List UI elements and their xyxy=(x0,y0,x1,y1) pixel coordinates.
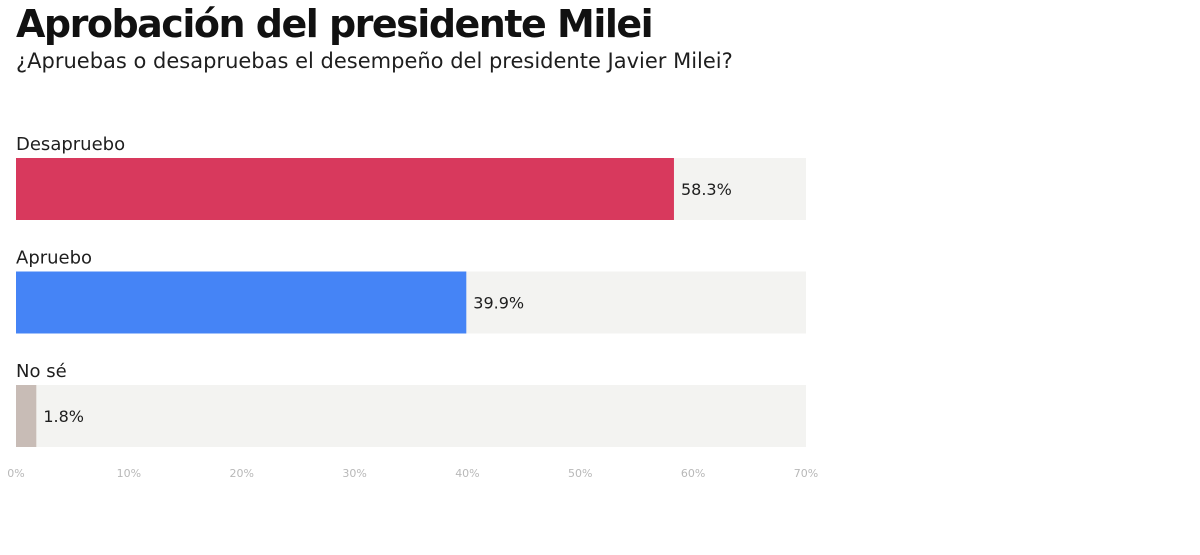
value-label-desapruebo: 58.3% xyxy=(681,180,732,199)
x-tick-label: 10% xyxy=(117,467,141,480)
chart-subtitle: ¿Apruebas o desapruebas el desempeño del… xyxy=(16,49,733,73)
category-label-no-s: No sé xyxy=(16,361,67,382)
x-tick-label: 20% xyxy=(229,467,253,480)
chart-title: Aprobación del presidente Milei xyxy=(16,2,654,46)
bar-apruebo xyxy=(16,271,467,334)
category-label-desapruebo: Desapruebo xyxy=(16,134,125,155)
x-tick-label: 50% xyxy=(568,467,592,480)
value-label-no-s: 1.8% xyxy=(43,407,84,426)
x-tick-label: 0% xyxy=(7,467,24,480)
x-tick-label: 60% xyxy=(681,467,705,480)
x-tick-label: 70% xyxy=(794,467,818,480)
category-label-apruebo: Apruebo xyxy=(16,248,92,269)
bar-track-no-s xyxy=(16,385,806,447)
x-tick-label: 30% xyxy=(342,467,366,480)
x-tick-label: 40% xyxy=(455,467,479,480)
value-label-apruebo: 39.9% xyxy=(473,294,524,313)
bar-no-s xyxy=(16,385,37,447)
bar-desapruebo xyxy=(16,158,674,220)
